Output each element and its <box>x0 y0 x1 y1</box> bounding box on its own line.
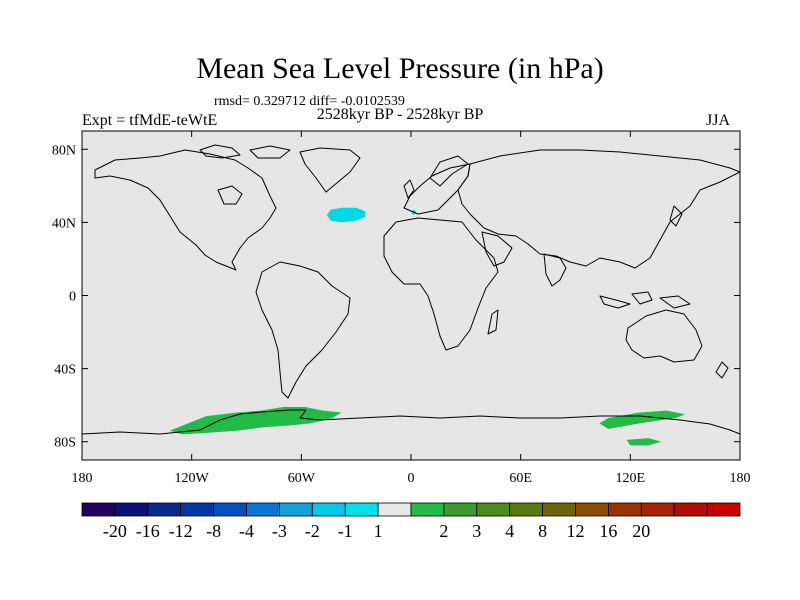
x-tick-label: 0 <box>408 471 415 486</box>
coast-north-america <box>94 149 277 271</box>
y-tick-label: 40N <box>52 216 76 231</box>
colorbar-swatch <box>575 502 609 517</box>
page-title: Mean Sea Level Pressure (in hPa) <box>196 52 604 85</box>
colorbar-swatch <box>410 502 445 517</box>
experiment-label: Expt = tfMdE-teWtE <box>82 112 218 129</box>
map-background <box>82 131 740 460</box>
coast-arabia <box>481 231 513 267</box>
axis-ticks <box>81 131 741 460</box>
x-tick-label: 120W <box>175 471 210 486</box>
colorbar-label: 2 <box>439 521 448 541</box>
colorbar-swatch <box>673 502 708 517</box>
colorbar-swatch <box>608 502 642 517</box>
season-label: JJA <box>706 112 731 129</box>
colorbar-label: 1 <box>374 521 383 541</box>
x-tick-label: 120E <box>616 471 646 486</box>
colorbar-label: -1 <box>338 521 353 541</box>
coast-australia <box>625 309 703 363</box>
colorbar-label: -3 <box>272 521 287 541</box>
region-antarctic-high-east <box>599 410 686 429</box>
coast-antarctica <box>82 409 740 435</box>
coast-greenland <box>299 147 361 193</box>
colorbar <box>81 502 741 517</box>
x-tick-label: 60W <box>288 471 316 486</box>
y-tick-label: 0 <box>69 290 76 305</box>
y-tick-label: 40S <box>54 363 76 378</box>
colorbar-label: -12 <box>169 521 193 541</box>
coast-india <box>543 253 567 287</box>
colorbar-label: -4 <box>239 521 254 541</box>
statistics-label: rmsd= 0.329712 diff= -0.0102539 <box>214 94 405 109</box>
coast-british-isles <box>403 179 415 199</box>
colorbar-swatch <box>278 502 313 517</box>
colorbar-swatch <box>509 502 544 517</box>
period-label: 2528kyr BP - 2528kyr BP <box>316 106 484 123</box>
coast-scandinavia <box>429 155 469 187</box>
coast-south-america <box>255 261 351 399</box>
coast-arctic-islands <box>199 144 291 159</box>
colorbar-labels: -20 -16 -12 -8 -4 -3 -2 -1 1 2 3 4 8 12 16 20 <box>103 521 650 541</box>
coast-madagascar <box>487 309 499 335</box>
colorbar-swatch <box>114 502 149 517</box>
y-tick-label: 80S <box>54 436 76 451</box>
colorbar-swatch <box>213 502 247 517</box>
x-axis-labels: 180 120W 60W 0 60E 120E 180 <box>72 471 751 486</box>
coast-hudson-bay <box>217 185 243 205</box>
colorbar-label: 4 <box>505 521 514 541</box>
y-axis-labels: 80N 40N 0 40S 80S <box>52 143 76 450</box>
colorbar-label: -2 <box>305 521 320 541</box>
colorbar-swatch <box>311 502 346 517</box>
colorbar-swatch <box>246 502 280 517</box>
colorbar-label: 8 <box>538 521 547 541</box>
region-north-atlantic-low <box>326 207 366 223</box>
colorbar-label: 16 <box>599 521 617 541</box>
colorbar-swatch <box>443 502 478 517</box>
coast-new-zealand <box>715 361 729 379</box>
colorbar-label: 3 <box>472 521 481 541</box>
colorbar-swatch <box>542 502 576 517</box>
colorbar-swatch <box>640 502 675 517</box>
colorbar-label: 20 <box>632 521 650 541</box>
colorbar-swatch <box>180 502 214 517</box>
colorbar-swatch <box>81 502 116 517</box>
coast-asia <box>457 149 740 269</box>
anomaly-regions <box>169 207 686 446</box>
coastlines <box>82 144 740 435</box>
y-tick-label: 80N <box>52 143 76 158</box>
colorbar-label: -16 <box>136 521 160 541</box>
x-tick-label: 180 <box>72 471 93 486</box>
coast-japan <box>669 205 683 227</box>
colorbar-swatch <box>344 502 379 517</box>
coast-indonesia <box>599 291 691 309</box>
x-tick-label: 180 <box>730 471 751 486</box>
colorbar-swatch <box>476 502 511 517</box>
colorbar-swatch <box>706 502 741 517</box>
colorbar-label: 12 <box>567 521 585 541</box>
region-antarctic-high-east-south <box>626 438 662 446</box>
x-tick-label: 60E <box>509 471 532 486</box>
region-antarctic-high-west <box>169 407 342 435</box>
colorbar-label: -20 <box>103 521 127 541</box>
colorbar-swatch <box>147 502 182 517</box>
colorbar-swatch <box>377 502 412 517</box>
coast-africa <box>383 217 499 351</box>
colorbar-label: -8 <box>206 521 221 541</box>
